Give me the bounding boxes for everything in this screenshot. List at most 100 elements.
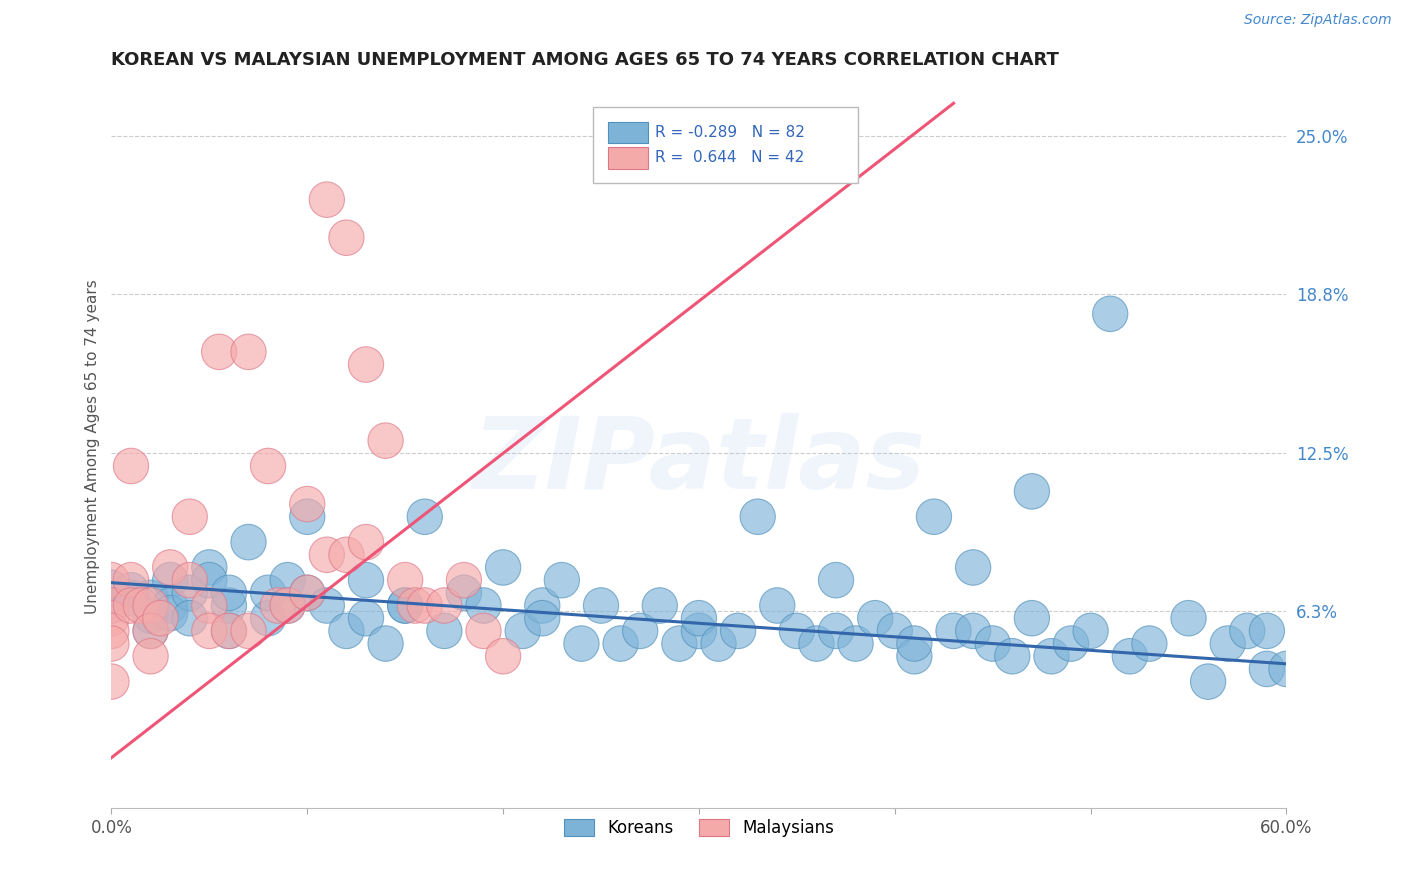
Ellipse shape <box>191 613 226 648</box>
Y-axis label: Unemployment Among Ages 65 to 74 years: Unemployment Among Ages 65 to 74 years <box>86 279 100 615</box>
Ellipse shape <box>1268 651 1305 687</box>
Ellipse shape <box>818 613 853 648</box>
Ellipse shape <box>114 573 149 608</box>
Ellipse shape <box>309 182 344 218</box>
Ellipse shape <box>329 613 364 648</box>
Ellipse shape <box>134 580 169 615</box>
Ellipse shape <box>94 613 129 648</box>
Ellipse shape <box>349 562 384 598</box>
Ellipse shape <box>1033 639 1069 674</box>
Ellipse shape <box>270 588 305 624</box>
Ellipse shape <box>152 549 188 585</box>
Ellipse shape <box>250 449 285 483</box>
Ellipse shape <box>720 613 756 648</box>
Ellipse shape <box>465 613 501 648</box>
Ellipse shape <box>446 575 482 611</box>
Ellipse shape <box>682 613 717 648</box>
Ellipse shape <box>172 600 207 636</box>
Ellipse shape <box>94 588 129 624</box>
Ellipse shape <box>94 588 129 624</box>
Ellipse shape <box>1230 613 1265 648</box>
Ellipse shape <box>408 499 443 534</box>
Ellipse shape <box>211 613 246 648</box>
Ellipse shape <box>623 613 658 648</box>
Ellipse shape <box>682 600 717 636</box>
Ellipse shape <box>524 588 560 624</box>
Ellipse shape <box>1132 626 1167 661</box>
Ellipse shape <box>152 595 188 631</box>
Ellipse shape <box>838 626 873 661</box>
Ellipse shape <box>643 588 678 624</box>
Ellipse shape <box>114 588 149 624</box>
Ellipse shape <box>740 499 775 534</box>
Ellipse shape <box>94 562 129 598</box>
Ellipse shape <box>897 639 932 674</box>
Ellipse shape <box>231 524 266 560</box>
Ellipse shape <box>1171 600 1206 636</box>
Ellipse shape <box>388 562 423 598</box>
Ellipse shape <box>897 626 932 661</box>
Legend: Koreans, Malaysians: Koreans, Malaysians <box>557 812 841 844</box>
Ellipse shape <box>290 575 325 611</box>
Ellipse shape <box>152 562 188 598</box>
Ellipse shape <box>191 562 226 598</box>
Ellipse shape <box>1112 639 1147 674</box>
Ellipse shape <box>114 562 149 598</box>
Ellipse shape <box>94 626 129 661</box>
Ellipse shape <box>976 626 1011 661</box>
Ellipse shape <box>799 626 834 661</box>
Ellipse shape <box>1014 474 1049 509</box>
Ellipse shape <box>994 639 1031 674</box>
Ellipse shape <box>172 499 207 534</box>
Ellipse shape <box>956 549 991 585</box>
Ellipse shape <box>1250 613 1285 648</box>
Ellipse shape <box>858 600 893 636</box>
Ellipse shape <box>270 562 305 598</box>
Ellipse shape <box>936 613 972 648</box>
Ellipse shape <box>309 537 344 573</box>
FancyBboxPatch shape <box>609 147 648 169</box>
Ellipse shape <box>1053 626 1088 661</box>
Ellipse shape <box>134 639 169 674</box>
Ellipse shape <box>544 562 579 598</box>
Ellipse shape <box>290 486 325 522</box>
Ellipse shape <box>152 588 188 624</box>
Ellipse shape <box>564 626 599 661</box>
Ellipse shape <box>779 613 814 648</box>
Ellipse shape <box>524 600 560 636</box>
Ellipse shape <box>290 575 325 611</box>
Ellipse shape <box>1092 296 1128 332</box>
Ellipse shape <box>485 639 520 674</box>
Text: KOREAN VS MALAYSIAN UNEMPLOYMENT AMONG AGES 65 TO 74 YEARS CORRELATION CHART: KOREAN VS MALAYSIAN UNEMPLOYMENT AMONG A… <box>111 51 1059 69</box>
Ellipse shape <box>465 588 501 624</box>
Ellipse shape <box>603 626 638 661</box>
FancyBboxPatch shape <box>593 107 858 183</box>
Ellipse shape <box>877 613 912 648</box>
Ellipse shape <box>349 524 384 560</box>
Ellipse shape <box>1014 600 1049 636</box>
Ellipse shape <box>134 588 169 624</box>
Ellipse shape <box>1211 626 1246 661</box>
Ellipse shape <box>1250 651 1285 687</box>
Ellipse shape <box>191 588 226 624</box>
Ellipse shape <box>349 600 384 636</box>
Ellipse shape <box>329 537 364 573</box>
Ellipse shape <box>408 588 443 624</box>
Ellipse shape <box>702 626 737 661</box>
Ellipse shape <box>250 600 285 636</box>
Ellipse shape <box>250 575 285 611</box>
Ellipse shape <box>583 588 619 624</box>
Text: R =  0.644   N = 42: R = 0.644 N = 42 <box>655 151 804 165</box>
Ellipse shape <box>191 549 226 585</box>
Ellipse shape <box>231 334 266 369</box>
Ellipse shape <box>211 575 246 611</box>
Ellipse shape <box>505 613 540 648</box>
Ellipse shape <box>368 423 404 458</box>
Ellipse shape <box>172 575 207 611</box>
Ellipse shape <box>94 600 129 636</box>
Ellipse shape <box>759 588 794 624</box>
Ellipse shape <box>426 588 463 624</box>
Ellipse shape <box>134 598 169 633</box>
Text: Source: ZipAtlas.com: Source: ZipAtlas.com <box>1244 13 1392 28</box>
Ellipse shape <box>388 588 423 624</box>
